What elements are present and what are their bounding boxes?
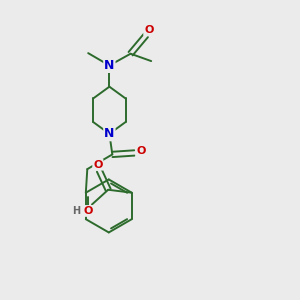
Text: O: O bbox=[144, 25, 154, 35]
Text: O: O bbox=[84, 206, 93, 216]
Text: O: O bbox=[93, 160, 103, 170]
Text: O: O bbox=[136, 146, 146, 157]
Text: H: H bbox=[72, 206, 80, 216]
Text: N: N bbox=[104, 59, 115, 72]
Text: N: N bbox=[104, 127, 115, 140]
